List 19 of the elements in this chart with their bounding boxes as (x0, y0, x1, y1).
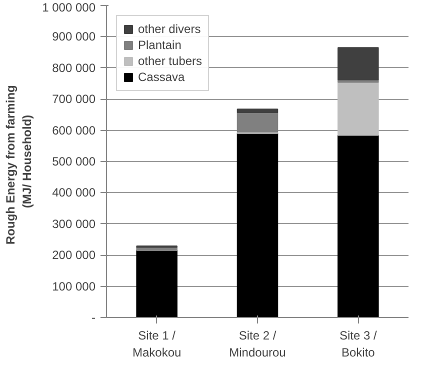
legend-label: other divers (138, 22, 201, 36)
y-tick-label: 600 000 (52, 123, 96, 138)
y-tick-label: 800 000 (52, 60, 96, 75)
y-tick-label: - (92, 310, 96, 324)
y-axis-title: Rough Energy from farming (MJ/ Household) (3, 85, 34, 245)
legend-label: Cassava (138, 70, 185, 84)
legend-label: other tubers (138, 54, 202, 68)
y-tick-label: 400 000 (52, 186, 96, 200)
y-tick-label: 500 000 (52, 154, 96, 168)
y-tick-label: 100 000 (52, 279, 96, 294)
x-tick-label: Site 1 / Makokou (132, 328, 182, 360)
legend-label: Plantain (138, 38, 182, 52)
x-tick-label: Site 3 / Bokito (339, 328, 378, 360)
y-tick-label: 900 000 (52, 30, 96, 44)
y-tick-label: 700 000 (52, 92, 96, 106)
y-tick-label: 200 000 (52, 248, 96, 262)
x-tick-label: Site 2 / Mindourou (229, 328, 286, 360)
y-tick-label: 300 000 (52, 216, 96, 231)
y-tick-label: 1 000 000 (42, 0, 96, 14)
